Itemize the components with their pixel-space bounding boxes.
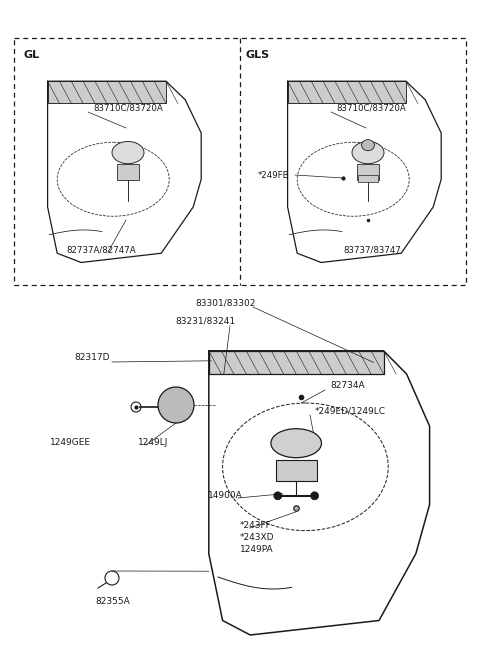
Ellipse shape [352,141,384,164]
Bar [357,164,379,181]
Bar [276,460,317,480]
Text: *243XD: *243XD [240,533,275,542]
Text: 83231/83241: 83231/83241 [175,317,235,326]
Circle shape [158,387,194,423]
Text: 82737A/82747A: 82737A/82747A [66,246,136,254]
Text: GLS: GLS [245,50,269,60]
Bar [359,175,378,182]
Text: 82317D: 82317D [74,353,109,362]
Text: 14900A: 14900A [208,491,243,500]
Ellipse shape [271,429,322,458]
Bar [209,351,384,374]
Circle shape [311,492,319,500]
Circle shape [274,492,282,500]
Bar [14,38,466,285]
Text: 1249GEE: 1249GEE [50,438,91,447]
Text: 83710C/83720A: 83710C/83720A [93,104,163,112]
Text: 83710C/83720A: 83710C/83720A [336,104,406,112]
Text: GL: GL [24,50,40,60]
Bar [48,81,166,103]
Text: 1249PA: 1249PA [240,545,274,554]
Text: *249ED/1249LC: *249ED/1249LC [315,406,386,415]
Text: 1249LJ: 1249LJ [138,438,168,447]
Text: 83301/83302: 83301/83302 [195,298,255,307]
Text: 82734A: 82734A [330,381,365,390]
Text: 82355A: 82355A [95,597,130,606]
Text: *249FB: *249FB [258,171,289,179]
Bar [288,81,406,103]
Ellipse shape [361,140,374,150]
Text: 83737/83747: 83737/83747 [343,246,401,254]
Text: *243FF: *243FF [240,521,272,530]
Ellipse shape [112,141,144,164]
Bar [117,164,139,181]
